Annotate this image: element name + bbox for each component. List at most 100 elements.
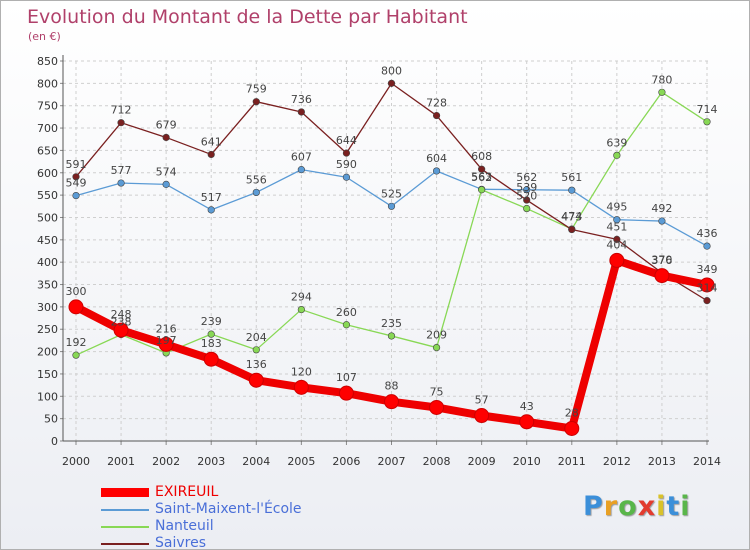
x-tick-label: 2002 (152, 455, 180, 468)
data-point (474, 408, 490, 424)
y-tick-label: 400 (37, 256, 58, 269)
logo-letter: i (680, 491, 691, 522)
legend-item-nanteuil: Nanteuil (101, 518, 401, 535)
data-label: 28 (565, 406, 579, 419)
data-label: 107 (336, 371, 357, 384)
data-label: 473 (561, 211, 582, 224)
data-point (297, 305, 305, 314)
data-point (387, 202, 396, 210)
data-label: 43 (520, 400, 534, 413)
x-tick-label: 2000 (62, 455, 90, 468)
data-label: 370 (651, 254, 672, 267)
data-point (72, 191, 80, 200)
data-point (564, 420, 580, 436)
data-label: 451 (606, 220, 627, 233)
data-point (613, 216, 621, 224)
legend-swatch (101, 488, 149, 497)
data-point (162, 133, 170, 142)
logo-letter: o (618, 491, 638, 522)
y-tick-label: 850 (37, 55, 58, 68)
x-tick-label: 2011 (558, 455, 586, 468)
proxiti-logo: Proxiti (583, 491, 691, 522)
chart-title: Evolution du Montant de la Dette par Hab… (27, 6, 468, 28)
data-point (293, 379, 309, 395)
x-tick-label: 2005 (287, 455, 315, 468)
legend-swatch (101, 543, 149, 545)
y-tick-label: 200 (37, 346, 58, 359)
x-tick-label: 2010 (513, 455, 541, 468)
data-point (162, 180, 170, 188)
data-label: 607 (291, 151, 312, 164)
data-point (207, 206, 215, 214)
data-point (387, 332, 396, 340)
data-label: 800 (381, 64, 402, 77)
data-label: 57 (475, 394, 489, 407)
data-point (519, 414, 535, 430)
data-point (252, 188, 260, 197)
legend: EXIREUIL Saint-Maixent-l'École Nanteuil … (101, 484, 401, 549)
x-tick-label: 2009 (468, 455, 496, 468)
data-point (252, 346, 260, 354)
data-label: 260 (336, 306, 357, 319)
data-label: 436 (697, 227, 718, 240)
data-label: 562 (516, 171, 537, 184)
data-label: 549 (66, 177, 87, 190)
data-label: 204 (246, 331, 267, 344)
data-label: 75 (430, 385, 444, 398)
data-label: 492 (651, 202, 672, 215)
y-tick-label: 800 (37, 77, 58, 90)
data-point (432, 167, 441, 175)
data-label: 349 (697, 263, 718, 276)
axes: 0 50 100 150 200 250 300 350 400 450 500 550 600 650 7… (37, 55, 721, 468)
data-label: 239 (201, 315, 222, 328)
legend-label: EXIREUIL (155, 484, 219, 500)
data-point (387, 79, 396, 87)
data-label: 294 (291, 291, 312, 304)
data-point (478, 186, 486, 194)
data-label: 136 (246, 358, 267, 371)
logo-letter: P (583, 491, 604, 522)
data-point (252, 98, 260, 106)
data-point (523, 204, 531, 213)
data-label: 376 (651, 254, 672, 267)
data-label: 183 (201, 337, 222, 350)
y-tick-label: 150 (37, 368, 58, 381)
x-tick-label: 2001 (107, 455, 135, 468)
data-point (342, 321, 351, 329)
data-point (338, 385, 354, 401)
data-point (384, 394, 399, 410)
x-tick-label: 2004 (242, 455, 270, 468)
data-label: 300 (66, 285, 87, 298)
legend-item-saivres: Saivres (101, 535, 401, 549)
data-point (203, 351, 219, 367)
data-label: 639 (606, 136, 627, 149)
data-point (613, 151, 621, 159)
data-point (699, 277, 715, 293)
data-label: 604 (426, 152, 447, 165)
data-label: 88 (385, 380, 399, 393)
y-tick-label: 0 (51, 435, 58, 448)
data-label: 192 (66, 336, 87, 349)
data-point (658, 217, 666, 225)
data-label: 728 (426, 97, 447, 110)
y-tick-label: 300 (37, 301, 58, 314)
legend-label: Saint-Maixent-l'École (155, 501, 302, 517)
data-label: 474 (561, 210, 582, 223)
y-tick-label: 50 (44, 413, 58, 426)
data-label: 608 (471, 150, 492, 163)
y-tick-label: 550 (37, 189, 58, 202)
legend-label: Nanteuil (155, 518, 214, 534)
data-point (613, 235, 621, 243)
x-tick-label: 2013 (648, 455, 676, 468)
logo-letter: t (666, 491, 681, 522)
x-tick-label: 2007 (378, 455, 406, 468)
data-label: 404 (606, 238, 627, 251)
data-label: 641 (201, 135, 222, 148)
legend-swatch (101, 526, 149, 528)
data-point (68, 299, 84, 315)
y-tick-label: 750 (37, 100, 58, 113)
data-point (432, 343, 441, 352)
data-label: 517 (201, 191, 222, 204)
data-point (568, 225, 576, 234)
